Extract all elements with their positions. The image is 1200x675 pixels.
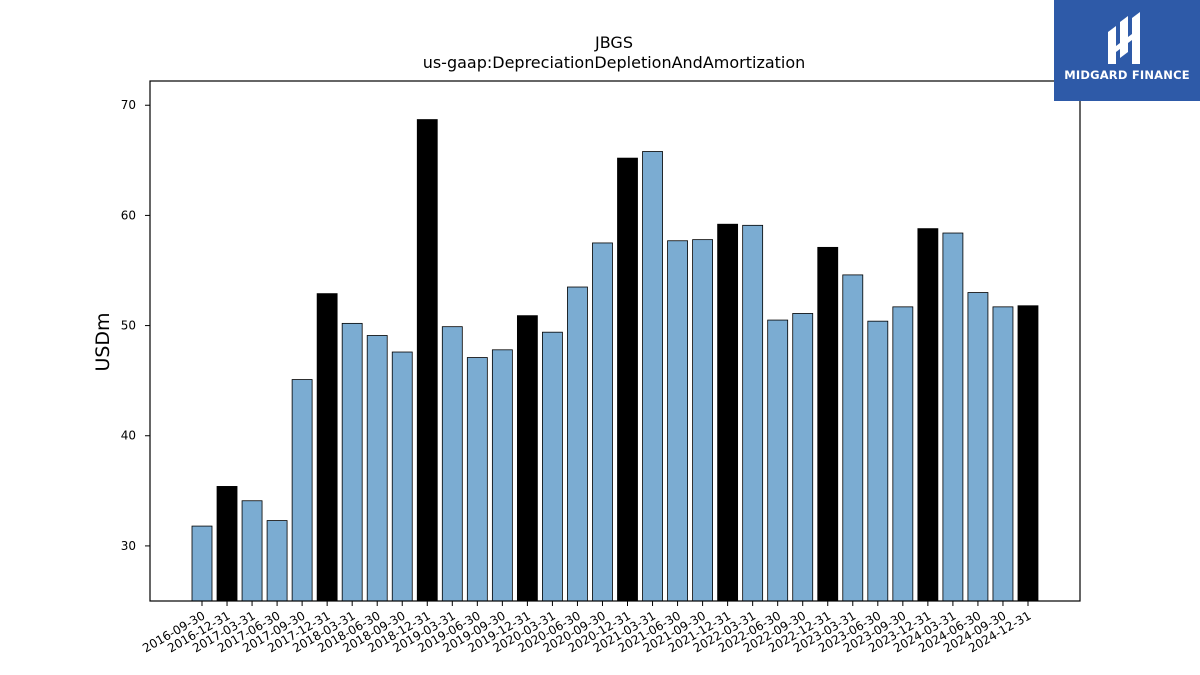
chart-subtitle: us-gaap:DepreciationDepletionAndAmortiza… bbox=[423, 53, 806, 72]
x-ticks-group: 2016-09-302016-12-312017-03-312017-06-30… bbox=[140, 601, 1033, 655]
y-tick-label: 30 bbox=[121, 539, 136, 553]
bar-2016-12-31 bbox=[216, 486, 238, 602]
bar-2018-09-30 bbox=[391, 351, 413, 602]
bar-2022-09-30 bbox=[792, 313, 814, 602]
midgard-logo-icon bbox=[1108, 12, 1140, 64]
bar-2018-12-31 bbox=[416, 119, 438, 602]
bar-2022-12-31 bbox=[817, 246, 839, 602]
bar-2017-03-31 bbox=[241, 500, 263, 602]
bar-2020-12-31 bbox=[617, 157, 638, 602]
bar-2023-12-31 bbox=[917, 228, 939, 602]
y-tick-label: 50 bbox=[121, 319, 136, 333]
bar-2019-09-30 bbox=[491, 349, 513, 602]
plot-frame bbox=[149, 80, 1081, 602]
y-tick-label: 70 bbox=[121, 98, 136, 112]
bar-2020-09-30 bbox=[592, 242, 613, 602]
bar-2024-03-31 bbox=[942, 232, 964, 602]
bar-2023-06-30 bbox=[867, 320, 889, 602]
bar-2019-03-31 bbox=[441, 326, 463, 602]
bar-2024-09-30 bbox=[992, 306, 1014, 602]
y-tick-label: 40 bbox=[121, 429, 136, 443]
bar-2019-06-30 bbox=[466, 357, 488, 602]
bar-2022-03-31 bbox=[742, 224, 764, 602]
logo-wordmark: MIDGARD FINANCE bbox=[1064, 68, 1190, 82]
bar-2021-09-30 bbox=[692, 239, 713, 602]
chart-title: JBGS bbox=[594, 33, 633, 52]
bar-2018-06-30 bbox=[366, 335, 388, 602]
bar-2017-06-30 bbox=[266, 520, 288, 602]
bar-2017-09-30 bbox=[291, 379, 313, 602]
bar-2020-03-31 bbox=[542, 331, 563, 602]
y-axis-label: USDm bbox=[92, 312, 114, 371]
bar-2022-06-30 bbox=[767, 319, 789, 602]
bar-2017-12-31 bbox=[316, 293, 338, 602]
bars-group bbox=[191, 119, 1039, 602]
bar-2024-06-30 bbox=[967, 292, 989, 602]
bar-2019-12-31 bbox=[516, 315, 538, 602]
y-tick-label: 60 bbox=[121, 208, 136, 222]
bar-2021-12-31 bbox=[717, 223, 739, 602]
bar-2021-03-31 bbox=[642, 151, 663, 602]
bar-2024-12-31 bbox=[1017, 305, 1039, 602]
y-ticks-group: 30 40 50 60 70 bbox=[121, 98, 150, 553]
bar-2020-06-30 bbox=[567, 286, 588, 602]
logo: MIDGARD FINANCE bbox=[1054, 0, 1200, 101]
bar-2018-03-31 bbox=[341, 322, 363, 602]
bar-2016-09-30 bbox=[191, 525, 213, 602]
bar-2023-09-30 bbox=[892, 306, 914, 602]
bar-2023-03-31 bbox=[842, 274, 864, 602]
bar-2021-06-30 bbox=[667, 240, 688, 602]
